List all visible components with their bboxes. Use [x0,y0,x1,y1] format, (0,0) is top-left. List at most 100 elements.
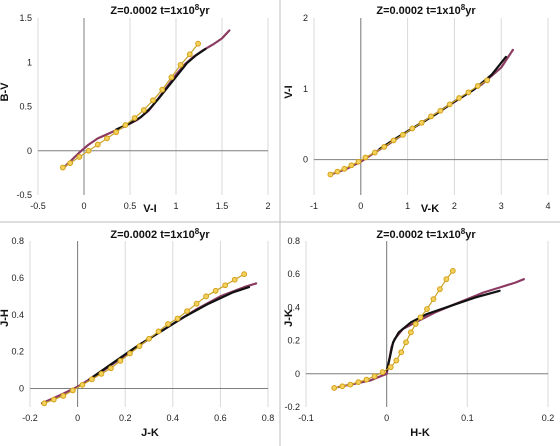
chart-2-series-2-point [446,101,453,108]
chart-3-xtick-label: -0.2 [22,413,38,423]
chart-1-series-2-point [177,62,184,68]
chart-4-series-2-point [430,296,437,303]
chart-4-series-2-point [424,306,430,312]
chart-3-series-2-line [44,273,245,404]
chart-1-ytick-label: 0.5 [19,102,32,112]
chart-4-series-1-line [385,289,501,372]
chart-2-xtick-label: -1 [310,201,318,211]
chart-3-series-2-point [174,315,181,322]
chart-4-ytick-label: -0.2 [284,402,300,412]
chart-4-series-2-point [417,314,424,321]
chart-3-series-2-point [203,293,210,300]
chart-2-series-2-point [362,154,369,161]
chart-4-series-2-point [407,329,414,336]
chart-1-ytick-label: 0 [27,146,32,156]
chart-3-xtick-label: 0.8 [262,413,275,423]
chart-3-series-2-point [88,376,95,383]
chart-4-series-2-point [387,364,394,371]
chart-2-ytick-label: 0 [303,155,308,165]
chart-3-ytick-label: 0.6 [11,273,24,283]
chart-4-ytick-label: 0.8 [287,236,300,246]
chart-2-series-2-point [418,119,425,126]
chart-2-series-2-point [341,165,348,172]
chart-4-series-2-point [371,373,378,380]
chart-1-series-2-point [186,51,193,58]
chart-1-series-2-point [150,97,156,104]
chart-3-ytick-label: 0.2 [11,347,24,357]
chart-2-series-2-point [484,77,491,84]
chart-4-xtick-label: -0.1 [298,413,314,423]
chart-1-series-2-point [113,129,120,136]
chart-2-x-label: V-K [421,203,439,215]
chart-3-series-2-point [41,400,48,407]
chart-4-series-2-point [437,286,443,293]
chart-1-ytick-label: 1.5 [19,13,32,23]
chart-1-series-2-point [59,164,66,171]
chart-3-series-2-point [98,370,105,377]
chart-2: -1 0 1 2 3 4 0 1 2 Z=0.0002 t=1x108yr V-K V-I [283,3,551,215]
chart-1-series-2-point [67,160,74,167]
chart-4-series-2-point [403,339,409,346]
chart-2-series-2-point [437,107,444,114]
chart-1-series-2-point [195,40,201,47]
chart-3-y-label: J-H [0,309,11,327]
chart-4-series-0-line [337,278,525,389]
chart-2-xtick-label: 2 [452,201,457,211]
chart-3-xtick-label: 0.2 [119,413,132,423]
chart-1-series-2-point [76,154,83,160]
chart-3-series-2-point [222,282,229,289]
chart-4-xtick-label: 0.1 [461,413,474,423]
chart-3-series-2-point [69,387,76,394]
chart-4-ytick-label: 0.2 [287,336,300,346]
chart-2-series-2-point [390,137,397,144]
chart-2-series-2-point [327,171,334,178]
chart-1-x-label: V-I [143,203,156,215]
chart-2-xtick-label: 3 [499,201,504,211]
chart-4-series-2-point [355,379,362,386]
chart-4-ytick-label: 0.6 [287,269,300,279]
chart-3-series-2-point [212,287,219,294]
chart-4-title: Z=0.0002 t=1x108yr [376,227,476,241]
chart-2-series-2-point [409,125,416,132]
chart-3-series-2-point [136,343,143,350]
chart-4-y-label: J-K [283,309,295,327]
chart-3-series-2-point [79,381,86,388]
chart-1-series-2-point [122,122,129,128]
chart-3-series-2-point [193,300,200,307]
chart-2-ytick-label: 2 [303,13,308,23]
chart-4-series-2-point [347,381,354,388]
chart-4-series-2-point [449,267,456,274]
chart-4: -0.1 0 0.1 0.2 -0.2 0 0.2 0.4 0.6 0.8 Z=0.0002 t=1… [283,227,554,439]
chart-4-series-2-point [443,276,450,283]
chart-4-ytick-label: 0.4 [287,302,300,312]
chart-1-series-2-point [85,147,92,154]
chart-4-x-label: H-K [410,427,430,439]
chart-2-xtick-label: 0 [358,201,363,211]
chart-4-series-2-point [393,357,400,364]
chart-3-x-label: J-K [141,427,159,439]
chart-2-series-2-point [381,143,388,150]
chart-3-xtick-label: 0 [75,413,80,423]
chart-3-series-1-line [88,286,251,381]
chart-1-xtick-label: 1 [173,201,178,211]
chart-3-ytick-label: 0.8 [11,236,24,246]
chart-2-y-label: V-I [283,85,295,98]
chart-1-series-2-point [140,107,147,113]
chart-1-xtick-label: 1.5 [216,201,229,211]
chart-1-title: Z=0.0002 t=1x108yr [110,3,210,17]
chart-2-series-2-point [456,95,462,101]
chart-1-series-2-point [131,115,138,121]
chart-4-series-2-point [398,349,405,356]
chart-1-ytick-label: -0.5 [16,190,32,200]
chart-4-series-2-point [331,385,338,391]
chart-3-ytick-label: 0 [19,384,24,394]
chart-2-series-2-point [348,162,355,169]
chart-4-series-2-point [379,369,386,376]
chart-1-xtick-label: 0 [81,201,86,211]
chart-4-series-2-point [339,383,346,390]
chart-3-series-2-point [184,308,190,314]
chart-3-ytick-label: 0.4 [11,310,24,320]
chart-2-ytick-label: 1 [303,84,308,94]
chart-3-xtick-label: 0.4 [167,413,180,423]
